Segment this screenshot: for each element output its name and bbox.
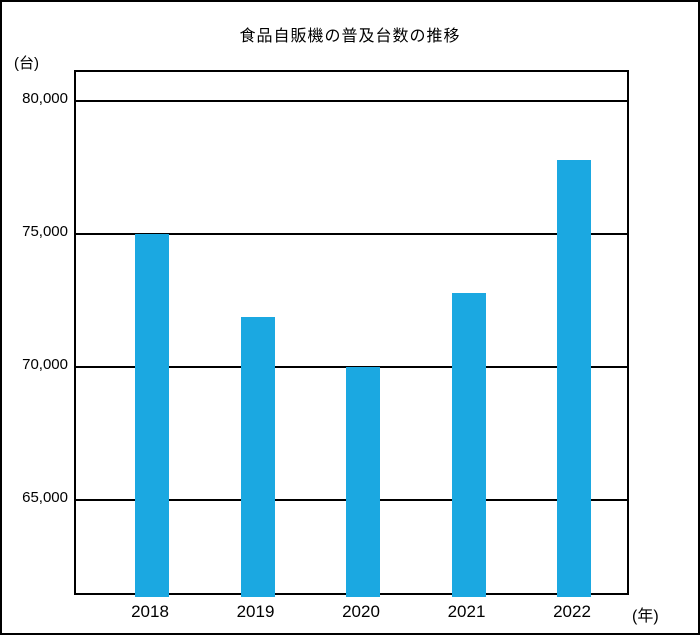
gridline: [76, 100, 627, 103]
y-axis-unit-label: (台): [14, 55, 39, 72]
bar-2020: [346, 367, 380, 597]
x-axis-unit-label: (年): [632, 608, 659, 625]
plot-area: [74, 70, 629, 597]
y-tick-label: 65,000: [22, 488, 68, 506]
x-tick-label: 2018: [131, 602, 169, 621]
x-tick-label: 2020: [342, 602, 380, 621]
x-tick-label: 2021: [447, 602, 486, 621]
bar-2021: [451, 292, 486, 597]
y-tick-label: 80,000: [22, 90, 68, 108]
y-tick-label: 70,000: [22, 356, 68, 374]
chart-title: 食品自販機の普及台数の推移: [239, 28, 461, 45]
x-tick-label: 2019: [236, 602, 275, 621]
bar-2018: [135, 234, 169, 597]
x-tick-label: 2022: [553, 602, 591, 621]
bar-2019: [240, 316, 275, 597]
bar-2022: [557, 159, 591, 597]
gridline: [76, 233, 627, 236]
y-tick-label: 75,000: [22, 223, 68, 241]
